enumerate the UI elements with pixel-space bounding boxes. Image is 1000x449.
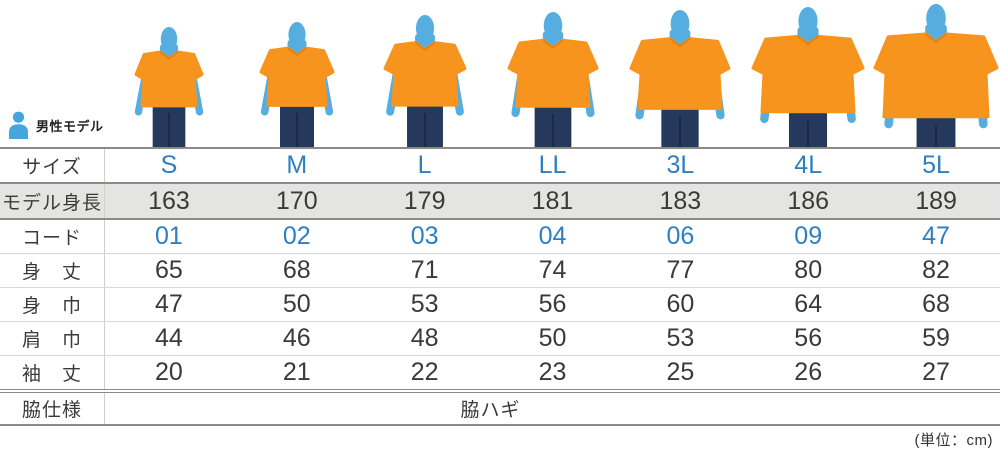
cell-sleeve_length-5L: 27 (922, 358, 950, 386)
cell-shoulder_width-LL: 50 (538, 324, 567, 352)
model-figure-LL (471, 0, 635, 152)
cell-sleeve_length-LL: 23 (538, 358, 567, 386)
cell-size-3L: 3L (666, 151, 695, 179)
cell-body_width-3L: 60 (666, 290, 695, 318)
cell-code-4L: 09 (794, 222, 823, 250)
size-table: サイズ S M L LL 3L 4L 5L モデル身長 163 170 179 181 183 186 189… (0, 147, 1000, 426)
model-figures-strip (0, 0, 1000, 147)
cell-size-L: L (417, 151, 432, 179)
table-row-side_spec: 脇仕様 脇ハギ (0, 389, 1000, 424)
cell-body_width-4L: 64 (794, 290, 823, 318)
cell-body_width-M: 50 (282, 290, 311, 318)
cell-size-M: M (286, 151, 308, 179)
cell-size-LL: LL (538, 151, 567, 179)
model-figure-S (87, 0, 251, 152)
cell-code-3L: 06 (666, 222, 695, 250)
table-row-code: コード 01 02 03 04 06 09 47 (0, 218, 1000, 253)
male-model-label: 男性モデル (36, 118, 104, 134)
cell-code-5L: 47 (922, 222, 950, 250)
model-figure-5L (854, 0, 1000, 152)
cell-shoulder_width-3L: 53 (666, 324, 695, 352)
cell-model_height-M: 170 (275, 186, 318, 215)
cell-model_height-LL: 181 (531, 186, 574, 215)
row-label-body_width: 身 巾 (0, 288, 105, 321)
row-label-sleeve_length: 袖 丈 (0, 356, 105, 389)
row-label-model_height: モデル身長 (0, 184, 105, 218)
cell-body_length-4L: 80 (794, 256, 823, 284)
table-row-sleeve_length: 袖 丈 20 21 22 23 25 26 27 (0, 355, 1000, 389)
model-figure-M (215, 0, 379, 152)
cell-code-S: 01 (155, 222, 183, 250)
cell-shoulder_width-M: 46 (282, 324, 311, 352)
cell-shoulder_width-5L: 59 (922, 324, 950, 352)
cell-model_height-L: 179 (403, 186, 446, 215)
cell-body_width-S: 47 (155, 290, 183, 318)
cell-model_height-3L: 183 (659, 186, 702, 215)
cell-body_length-5L: 82 (922, 256, 950, 284)
cell-code-LL: 04 (538, 222, 567, 250)
cell-body_length-S: 65 (155, 256, 183, 284)
cell-body_length-L: 71 (410, 256, 439, 284)
table-row-model_height: モデル身長 163 170 179 181 183 186 189 (0, 182, 1000, 218)
row-label-body_length: 身 丈 (0, 254, 105, 287)
model-figure-4L (726, 0, 890, 152)
cell-body_length-M: 68 (282, 256, 311, 284)
cell-sleeve_length-L: 22 (410, 358, 439, 386)
row-label-shoulder_width: 肩 巾 (0, 322, 105, 355)
row-label-code: コード (0, 220, 105, 253)
row-label-size: サイズ (0, 149, 105, 182)
cell-body_width-LL: 56 (538, 290, 567, 318)
cell-model_height-S: 163 (148, 186, 190, 215)
row-label-side_spec: 脇仕様 (0, 393, 105, 424)
cell-body_width-5L: 68 (922, 290, 950, 318)
unit-note: (単位：cm) (914, 432, 993, 449)
cell-body_width-L: 53 (410, 290, 439, 318)
cell-sleeve_length-4L: 26 (794, 358, 823, 386)
cell-size-S: S (160, 151, 178, 179)
cell-sleeve_length-M: 21 (282, 358, 311, 386)
cell-code-L: 03 (410, 222, 439, 250)
cell-size-5L: 5L (922, 151, 950, 179)
cell-sleeve_length-S: 20 (155, 358, 183, 386)
model-figure-3L (598, 0, 762, 152)
table-row-shoulder_width: 肩 巾 44 46 48 50 53 56 59 (0, 321, 1000, 355)
male-model-badge: 男性モデル (8, 111, 104, 139)
cell-shoulder_width-4L: 56 (794, 324, 823, 352)
table-row-body_width: 身 巾 47 50 53 56 60 64 68 (0, 287, 1000, 321)
cell-size-4L: 4L (794, 151, 823, 179)
cell-shoulder_width-L: 48 (410, 324, 439, 352)
model-figure-L (343, 0, 507, 152)
table-row-size: サイズ S M L LL 3L 4L 5L (0, 149, 1000, 182)
cell-model_height-5L: 189 (915, 186, 957, 215)
male-model-icon (8, 111, 29, 139)
cell-body_length-LL: 74 (538, 256, 567, 284)
cell-model_height-4L: 186 (787, 186, 830, 215)
table-row-body_length: 身 丈 65 68 71 74 77 80 82 (0, 253, 1000, 287)
cell-shoulder_width-S: 44 (155, 324, 183, 352)
merged-cell-side_spec: 脇ハギ (460, 400, 521, 421)
cell-code-M: 02 (282, 222, 311, 250)
cell-body_length-3L: 77 (666, 256, 695, 284)
cell-sleeve_length-3L: 25 (666, 358, 695, 386)
